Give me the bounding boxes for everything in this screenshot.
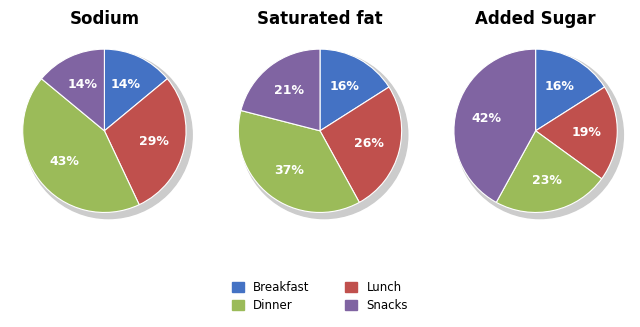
Wedge shape <box>238 111 359 213</box>
Text: 29%: 29% <box>139 135 169 148</box>
Text: 14%: 14% <box>111 78 141 92</box>
Wedge shape <box>536 49 605 131</box>
Wedge shape <box>104 79 186 205</box>
Wedge shape <box>536 87 617 179</box>
Ellipse shape <box>456 51 623 218</box>
Wedge shape <box>104 49 167 131</box>
Wedge shape <box>320 49 389 131</box>
Text: 19%: 19% <box>572 126 601 139</box>
Text: 16%: 16% <box>330 80 359 93</box>
Text: 16%: 16% <box>545 80 575 93</box>
Wedge shape <box>241 49 320 131</box>
Text: 37%: 37% <box>274 164 304 177</box>
Wedge shape <box>320 87 402 202</box>
Title: Sodium: Sodium <box>69 10 140 28</box>
Text: 26%: 26% <box>354 137 384 150</box>
Ellipse shape <box>25 51 192 218</box>
Ellipse shape <box>241 51 408 218</box>
Wedge shape <box>496 131 602 213</box>
Text: 42%: 42% <box>472 112 502 125</box>
Wedge shape <box>454 49 536 202</box>
Text: 23%: 23% <box>532 174 561 187</box>
Text: 21%: 21% <box>274 84 304 97</box>
Title: Saturated fat: Saturated fat <box>257 10 383 28</box>
Legend: Breakfast, Dinner, Lunch, Snacks: Breakfast, Dinner, Lunch, Snacks <box>226 275 414 318</box>
Wedge shape <box>42 49 104 131</box>
Text: 43%: 43% <box>49 155 79 168</box>
Text: 14%: 14% <box>68 78 98 92</box>
Title: Added Sugar: Added Sugar <box>476 10 596 28</box>
Wedge shape <box>23 79 139 213</box>
